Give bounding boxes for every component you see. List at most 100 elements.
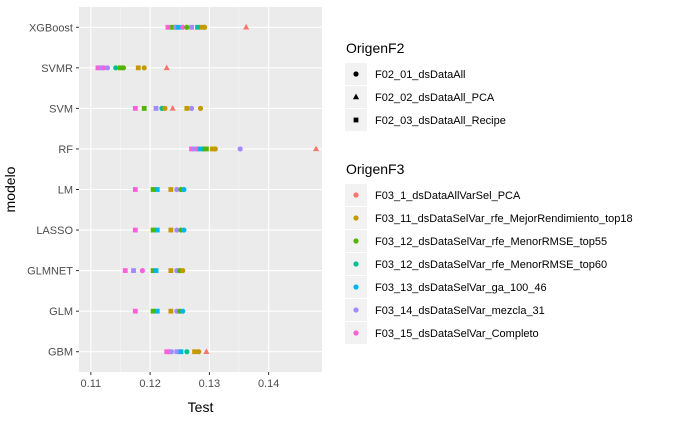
legend-color-marker (353, 284, 359, 290)
y-tick-label: GBM (48, 347, 73, 359)
data-point (180, 268, 186, 274)
data-point (168, 308, 174, 314)
data-point (95, 65, 101, 71)
data-point (162, 105, 168, 111)
legend-label: F03_1_dsDataAllVarSel_PCA (375, 190, 521, 202)
data-point (101, 65, 107, 71)
y-tick-label: GLMNET (27, 266, 73, 278)
x-tick-label: 0.12 (139, 378, 160, 390)
data-point (104, 65, 111, 71)
data-point (118, 65, 123, 71)
data-point (113, 65, 119, 71)
y-tick-label: XGBoost (29, 22, 73, 34)
data-point (178, 349, 184, 355)
data-point (195, 24, 200, 30)
data-point (312, 145, 320, 152)
data-point (203, 348, 210, 354)
data-point (237, 146, 243, 152)
legend-label: F03_14_dsDataSelVar_mezcla_31 (375, 305, 545, 317)
x-tick-label: 0.13 (199, 378, 220, 390)
data-point (180, 308, 186, 314)
data-points (95, 23, 320, 355)
y-tick-label: SVM (49, 103, 73, 115)
data-point (176, 24, 181, 30)
data-point (202, 24, 208, 30)
data-point (204, 146, 209, 152)
data-point (154, 227, 160, 233)
y-axis-title: modelo (2, 166, 18, 212)
data-point (132, 187, 138, 192)
data-point (184, 105, 190, 111)
data-point (170, 24, 176, 30)
data-point (150, 308, 156, 314)
data-point (169, 105, 176, 111)
legend-origenf3-title: OrigenF3 (346, 161, 405, 177)
legend-label: F03_13_dsDataSelVar_ga_100_46 (375, 282, 547, 294)
x-axis: 0.11 0.12 0.13 0.14 (81, 372, 279, 390)
y-tick-label: LASSO (36, 225, 73, 237)
legend-label: F03_12_dsDataSelVar_rfe_MenorRMSE_top55 (375, 236, 607, 248)
data-point (131, 268, 136, 274)
y-tick-label: LM (58, 185, 73, 197)
data-point (150, 227, 156, 233)
legend-color-marker (353, 330, 359, 336)
data-point (153, 105, 159, 111)
x-tick-label: 0.14 (258, 378, 279, 390)
data-point (141, 105, 147, 111)
y-axis: GBM GLM GLMNET LASSO LM RF SVM SVMR XGBoost (27, 22, 79, 359)
legend-circle-marker (353, 71, 359, 77)
legend-label: F02_02_dsDataAll_PCA (375, 92, 495, 104)
data-point (150, 187, 156, 192)
legend-triangle-marker (352, 93, 360, 100)
data-point (189, 24, 195, 30)
data-point (209, 146, 215, 152)
legend-label: F03_12_dsDataSelVar_rfe_MenorRMSE_top60 (375, 259, 607, 271)
legend-origenf2-title: OrigenF2 (346, 40, 405, 56)
data-point (139, 268, 146, 274)
data-point (189, 105, 195, 111)
data-point (150, 268, 156, 274)
legend-label: F03_15_dsDataSelVar_Completo (375, 328, 539, 340)
data-point (181, 227, 187, 233)
legend-label: F03_11_dsDataSelVar_rfe_MejorRendimiento… (375, 213, 633, 225)
legend-label: F02_01_dsDataAll (375, 69, 466, 81)
x-tick-label: 0.11 (81, 378, 102, 390)
data-point (168, 227, 174, 233)
y-tick-label: GLM (49, 306, 73, 318)
data-point (165, 24, 171, 30)
data-point (196, 349, 202, 355)
legend-color-marker (353, 307, 359, 313)
legend-square-marker (353, 117, 359, 123)
data-point (192, 349, 197, 355)
data-point (192, 146, 197, 152)
data-point (120, 65, 127, 71)
data-point (174, 186, 180, 193)
data-point (180, 24, 186, 30)
y-tick-label: RF (58, 144, 73, 156)
data-point (154, 308, 160, 314)
legend-color-marker (353, 215, 359, 221)
data-point (168, 349, 175, 355)
y-tick-label: SVMR (41, 63, 73, 75)
data-point (132, 227, 138, 233)
data-point (132, 105, 138, 111)
data-point (153, 268, 159, 274)
x-axis-title: Test (188, 399, 214, 415)
legend-color-marker (353, 192, 359, 198)
data-point (168, 268, 174, 274)
data-point (135, 65, 141, 71)
legend-color-marker (353, 238, 359, 244)
data-point (181, 186, 187, 193)
data-point (154, 187, 160, 192)
data-point (163, 64, 170, 71)
data-point (212, 146, 218, 152)
data-point (197, 105, 204, 111)
data-point (198, 146, 203, 152)
data-point (141, 65, 147, 71)
data-point (243, 23, 250, 30)
data-point (132, 308, 138, 314)
legend-color-marker (353, 261, 359, 267)
data-point (174, 227, 180, 233)
legend-label: F02_03_dsDataAll_Recipe (375, 115, 506, 127)
